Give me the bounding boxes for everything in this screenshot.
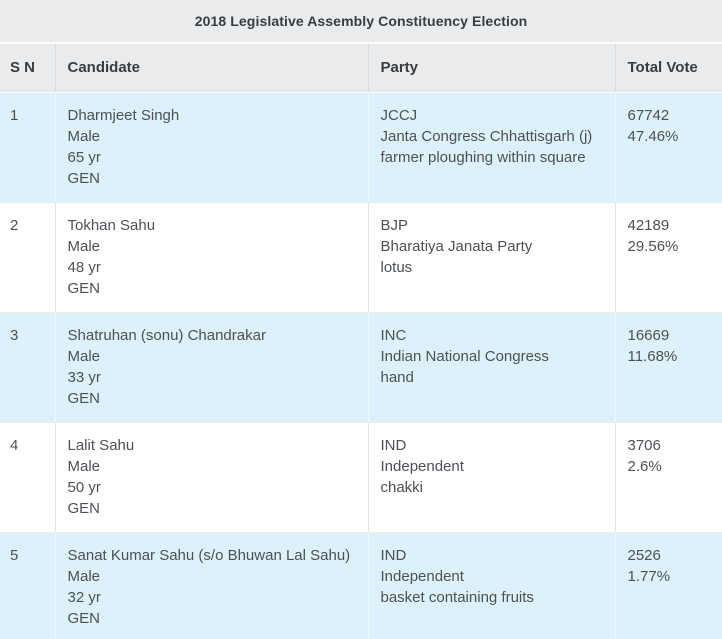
sn-cell: 1: [0, 92, 55, 203]
candidate-name: Tokhan Sahu: [67, 216, 156, 234]
candidate-category: GEN: [67, 169, 101, 187]
total-vote-cell: 42189 29.56%: [614, 202, 722, 313]
candidate-name: Sanat Kumar Sahu (s/o Bhuwan Lal Sahu): [67, 546, 351, 564]
party-cell: INC Indian National Congress hand: [367, 312, 615, 423]
candidate-gender: Male: [67, 567, 101, 585]
candidate-gender: Male: [67, 457, 101, 475]
vote-count: 2526: [627, 546, 661, 564]
party-cell: BJP Bharatiya Janata Party lotus: [367, 202, 615, 313]
total-vote-cell: 2526 1.77%: [614, 532, 722, 639]
candidate-age: 48 yr: [67, 258, 101, 276]
candidate-category: GEN: [67, 609, 101, 627]
candidate-age: 33 yr: [67, 368, 101, 386]
total-vote-cell: 3706 2.6%: [614, 422, 722, 533]
party-symbol: lotus: [380, 258, 413, 276]
sn-cell: 4: [0, 422, 55, 533]
total-vote-cell: 67742 47.46%: [614, 92, 722, 203]
column-header-candidate: Candidate: [54, 44, 368, 93]
candidate-category: GEN: [67, 389, 101, 407]
candidate-age: 32 yr: [67, 588, 101, 606]
table-header-row: S N Candidate Party Total Vote: [0, 44, 722, 93]
party-name: Janta Congress Chhattisgarh (j): [380, 127, 593, 145]
candidate-cell: Shatruhan (sonu) Chandrakar Male 33 yr G…: [54, 312, 368, 423]
column-header-party: Party: [367, 44, 615, 93]
table-row: 3 Shatruhan (sonu) Chandrakar Male 33 yr…: [0, 312, 722, 423]
vote-percent: 11.68%: [627, 347, 678, 365]
party-abbr: IND: [380, 546, 407, 564]
party-name: Independent: [380, 457, 464, 475]
party-abbr: IND: [380, 436, 407, 454]
candidate-age: 50 yr: [67, 478, 101, 496]
party-cell: IND Independent chakki: [367, 422, 615, 533]
results-table: S N Candidate Party Total Vote 1 Dharmje…: [0, 44, 722, 639]
party-abbr: JCCJ: [380, 106, 418, 124]
sn-cell: 3: [0, 312, 55, 423]
candidate-cell: Dharmjeet Singh Male 65 yr GEN: [54, 92, 368, 203]
candidate-cell: Lalit Sahu Male 50 yr GEN: [54, 422, 368, 533]
total-vote-cell: 16669 11.68%: [614, 312, 722, 423]
vote-percent: 29.56%: [627, 237, 679, 255]
party-symbol: farmer ploughing within square: [380, 148, 586, 166]
candidate-gender: Male: [67, 237, 101, 255]
page-title: 2018 Legislative Assembly Constituency E…: [0, 0, 722, 44]
vote-count: 67742: [627, 106, 670, 124]
vote-count: 16669: [627, 326, 670, 344]
column-header-total-vote: Total Vote: [614, 44, 722, 93]
table-row: 4 Lalit Sahu Male 50 yr GEN IND Independ…: [0, 422, 722, 533]
vote-count: 3706: [627, 436, 661, 454]
candidate-name: Lalit Sahu: [67, 436, 135, 454]
party-abbr: INC: [380, 326, 407, 344]
vote-count: 42189: [627, 216, 670, 234]
candidate-name: Shatruhan (sonu) Chandrakar: [67, 326, 266, 344]
party-symbol: hand: [380, 368, 414, 386]
party-name: Independent: [380, 567, 464, 585]
sn-cell: 2: [0, 202, 55, 313]
party-cell: IND Independent basket containing fruits: [367, 532, 615, 639]
candidate-category: GEN: [67, 279, 101, 297]
candidate-category: GEN: [67, 499, 101, 517]
table-row: 2 Tokhan Sahu Male 48 yr GEN BJP Bharati…: [0, 202, 722, 313]
table-row: 1 Dharmjeet Singh Male 65 yr GEN JCCJ Ja…: [0, 92, 722, 203]
party-symbol: basket containing fruits: [380, 588, 534, 606]
party-symbol: chakki: [380, 478, 424, 496]
vote-percent: 47.46%: [627, 127, 679, 145]
sn-cell: 5: [0, 532, 55, 639]
candidate-age: 65 yr: [67, 148, 101, 166]
candidate-gender: Male: [67, 127, 101, 145]
candidate-gender: Male: [67, 347, 101, 365]
column-header-sn: S N: [0, 44, 55, 93]
party-name: Indian National Congress: [380, 347, 549, 365]
party-cell: JCCJ Janta Congress Chhattisgarh (j) far…: [367, 92, 615, 203]
vote-percent: 1.77%: [627, 567, 671, 585]
table-row: 5 Sanat Kumar Sahu (s/o Bhuwan Lal Sahu)…: [0, 532, 722, 639]
party-abbr: BJP: [380, 216, 409, 234]
candidate-cell: Sanat Kumar Sahu (s/o Bhuwan Lal Sahu) M…: [54, 532, 368, 639]
vote-percent: 2.6%: [627, 457, 662, 475]
candidate-cell: Tokhan Sahu Male 48 yr GEN: [54, 202, 368, 313]
party-name: Bharatiya Janata Party: [380, 237, 533, 255]
candidate-name: Dharmjeet Singh: [67, 106, 180, 124]
